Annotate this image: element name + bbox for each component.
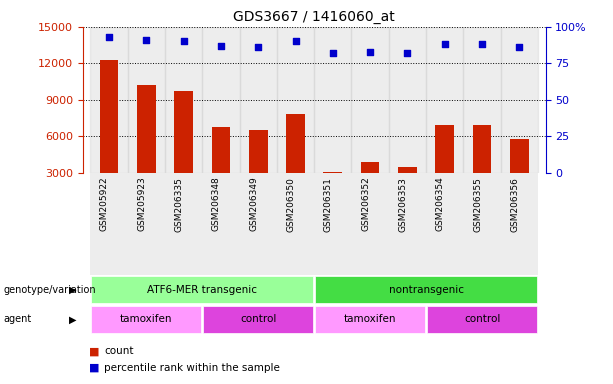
- Point: [477, 41, 487, 48]
- Text: control: control: [464, 314, 500, 324]
- Bar: [128, 27, 165, 173]
- Text: count: count: [104, 346, 134, 356]
- Point: [328, 50, 338, 56]
- Bar: [389, 27, 426, 173]
- Text: GSM206356: GSM206356: [511, 177, 519, 232]
- Text: ▶: ▶: [69, 314, 77, 324]
- Text: GSM206349: GSM206349: [249, 177, 258, 232]
- Text: tamoxifen: tamoxifen: [344, 314, 397, 324]
- Bar: [463, 27, 501, 173]
- Point: [440, 41, 450, 48]
- Point: [403, 50, 413, 56]
- Text: GSM206354: GSM206354: [436, 177, 445, 232]
- Text: GSM206352: GSM206352: [361, 177, 370, 232]
- Point: [104, 34, 114, 40]
- Text: GSM205922: GSM205922: [100, 177, 109, 231]
- Text: GSM206355: GSM206355: [473, 177, 482, 232]
- Text: GSM205923: GSM205923: [137, 177, 147, 232]
- Bar: [174, 91, 193, 209]
- Text: agent: agent: [3, 314, 31, 324]
- Bar: [165, 27, 202, 173]
- Bar: [90, 27, 128, 173]
- Bar: [202, 27, 240, 173]
- Text: GSM206350: GSM206350: [286, 177, 295, 232]
- Point: [253, 44, 263, 50]
- Text: ■: ■: [89, 363, 99, 373]
- Text: ▶: ▶: [69, 285, 77, 295]
- Bar: [435, 125, 454, 209]
- Point: [514, 44, 524, 50]
- Bar: [510, 139, 529, 209]
- Text: tamoxifen: tamoxifen: [120, 314, 172, 324]
- Bar: [240, 27, 277, 173]
- Bar: [426, 27, 463, 173]
- Bar: [286, 114, 305, 209]
- Bar: [324, 172, 342, 209]
- Bar: [351, 27, 389, 173]
- Point: [291, 38, 300, 45]
- Bar: [398, 167, 417, 209]
- Bar: [314, 27, 351, 173]
- Text: nontransgenic: nontransgenic: [389, 285, 463, 295]
- Point: [178, 38, 188, 45]
- Text: GSM206348: GSM206348: [212, 177, 221, 232]
- Text: GSM206335: GSM206335: [175, 177, 183, 232]
- Point: [142, 37, 151, 43]
- Bar: [277, 27, 314, 173]
- Bar: [137, 85, 156, 209]
- Bar: [249, 130, 267, 209]
- Bar: [473, 125, 492, 209]
- Bar: [361, 162, 379, 209]
- Text: ■: ■: [89, 346, 99, 356]
- Text: control: control: [240, 314, 276, 324]
- Text: GSM206351: GSM206351: [324, 177, 333, 232]
- Bar: [99, 60, 118, 209]
- Text: ATF6-MER transgenic: ATF6-MER transgenic: [147, 285, 257, 295]
- Bar: [211, 127, 230, 209]
- Point: [365, 49, 375, 55]
- Text: genotype/variation: genotype/variation: [3, 285, 96, 295]
- Text: percentile rank within the sample: percentile rank within the sample: [104, 363, 280, 373]
- Point: [216, 43, 226, 49]
- Title: GDS3667 / 1416060_at: GDS3667 / 1416060_at: [234, 10, 395, 25]
- Text: GSM206353: GSM206353: [398, 177, 408, 232]
- Bar: [501, 27, 538, 173]
